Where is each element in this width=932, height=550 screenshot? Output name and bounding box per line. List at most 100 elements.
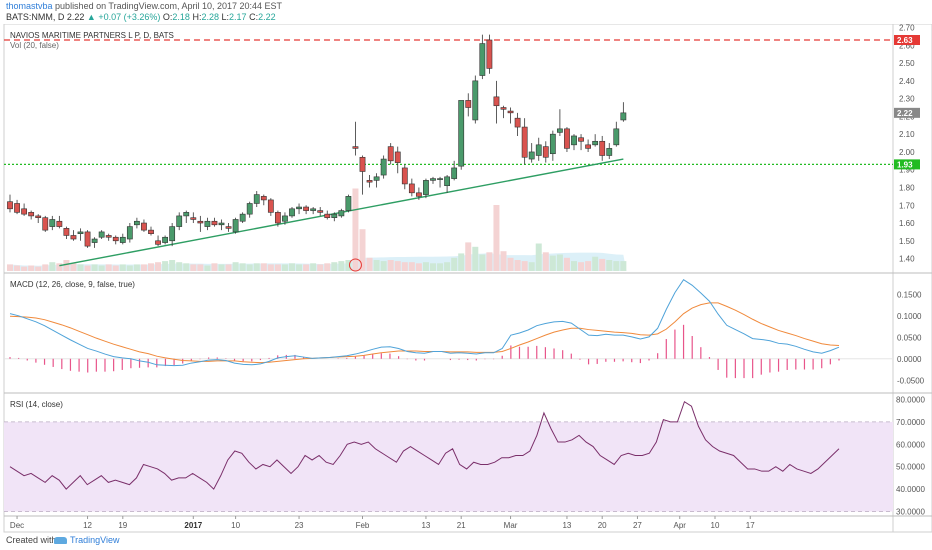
- candle: [514, 112, 521, 136]
- candle-body: [486, 39, 493, 69]
- x-tick-label: Dec: [10, 521, 24, 530]
- x-tick-label: 13: [421, 521, 430, 530]
- candle-body: [239, 213, 246, 222]
- candle-body: [331, 213, 338, 218]
- candle-body: [49, 219, 56, 227]
- volume-bar: [451, 257, 458, 271]
- candle: [225, 223, 232, 232]
- volume-bar: [592, 256, 599, 271]
- candle: [246, 201, 253, 218]
- volume-bar: [324, 263, 331, 271]
- volume-bar: [437, 263, 444, 271]
- candle: [479, 34, 486, 80]
- volume-bar: [225, 264, 232, 271]
- candle-body: [592, 140, 599, 146]
- footer: Created with TradingView: [0, 533, 932, 550]
- candle: [613, 121, 620, 147]
- author-link[interactable]: thomastvba: [6, 1, 53, 11]
- macd-tick-label: 0.0000: [897, 355, 922, 364]
- price-tick-label: 1.60: [899, 219, 915, 228]
- candle: [77, 228, 84, 241]
- candle: [338, 208, 345, 218]
- candle-body: [317, 210, 324, 213]
- candle-body: [289, 208, 295, 217]
- chart-area[interactable]: 2.702.602.502.402.302.202.102.001.901.80…: [0, 24, 932, 533]
- candle-body: [162, 236, 168, 243]
- volume-bar: [260, 263, 267, 271]
- volume-bar: [296, 264, 303, 271]
- candle: [458, 100, 465, 170]
- candle-body: [571, 135, 577, 146]
- volume-bar: [246, 264, 253, 271]
- x-tick-label: 21: [457, 521, 466, 530]
- candle-body: [84, 231, 91, 247]
- volume-bar: [126, 265, 133, 271]
- volume-bar: [91, 264, 98, 271]
- volume-bar: [133, 264, 140, 271]
- candle: [197, 215, 204, 232]
- volume-bar: [218, 264, 225, 271]
- volume-bar: [183, 263, 190, 271]
- candle: [218, 219, 225, 231]
- candle-body: [387, 146, 394, 162]
- candle: [549, 130, 556, 161]
- candle-body: [56, 220, 63, 227]
- price-tag-label: 1.93: [897, 160, 913, 169]
- candle: [571, 134, 577, 151]
- candle-body: [296, 206, 302, 210]
- price-tick-label: 2.10: [899, 130, 915, 139]
- x-tick-label: Feb: [356, 521, 370, 530]
- volume-bar: [563, 257, 570, 271]
- candle-body: [253, 194, 260, 204]
- volume-bar: [479, 254, 486, 271]
- volume-bar: [148, 263, 154, 271]
- x-tick-label: 2017: [184, 521, 202, 530]
- candle: [415, 187, 422, 200]
- volume-bar: [77, 264, 84, 271]
- volume-bar: [606, 260, 613, 271]
- candle: [620, 102, 627, 122]
- candle-body: [423, 180, 429, 195]
- candle-body: [620, 112, 627, 121]
- candle: [63, 226, 70, 240]
- candle-body: [458, 100, 465, 167]
- tradingview-brand[interactable]: TradingView: [54, 535, 120, 545]
- candle-body: [430, 178, 436, 181]
- macd-pane-title: MACD (12, 26, close, 9, false, true): [10, 280, 135, 289]
- volume-bar: [338, 261, 345, 271]
- volume-bar: [571, 261, 577, 271]
- volume-bar: [56, 263, 63, 271]
- candle: [366, 175, 373, 188]
- candle: [578, 134, 584, 151]
- volume-bar: [542, 252, 549, 271]
- volume-bar: [112, 265, 119, 271]
- candle-body: [394, 151, 401, 163]
- candle: [585, 139, 591, 152]
- candle-body: [324, 213, 331, 218]
- volume-bar: [239, 263, 246, 271]
- candle-body: [119, 236, 126, 243]
- price-tick-label: 1.80: [899, 183, 915, 192]
- volume-bar: [465, 242, 472, 271]
- volume-bar: [49, 262, 56, 271]
- volume-bar: [359, 229, 366, 271]
- candle-body: [613, 128, 620, 146]
- candle-body: [514, 117, 521, 128]
- candle-body: [451, 167, 458, 179]
- candle: [556, 109, 563, 136]
- candle-body: [21, 208, 27, 215]
- candle: [507, 107, 514, 124]
- candle-body: [599, 140, 606, 156]
- volume-bar: [401, 262, 408, 271]
- candle-body: [578, 137, 584, 142]
- tradingview-brand-text: TradingView: [70, 535, 120, 545]
- candle: [28, 210, 35, 220]
- candle: [437, 176, 443, 188]
- volume-bar: [444, 262, 451, 271]
- candle-body: [345, 196, 352, 211]
- candle: [451, 160, 458, 181]
- candle: [324, 210, 331, 220]
- x-tick-label: Mar: [504, 521, 518, 530]
- volume-bar: [380, 261, 387, 271]
- price-tag: [894, 107, 920, 118]
